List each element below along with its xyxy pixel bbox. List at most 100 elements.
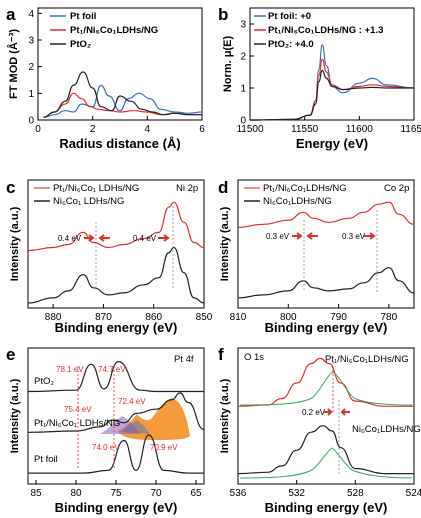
panel-d-xtick-label-0: 810 [230,312,247,323]
panel-b-legend-3: PtO₂: +4.0 [268,39,314,50]
panel-e-xtick-label-1: 80 [70,488,82,499]
panel-c-xtick-label-0: 880 [45,312,62,323]
panel-b-xtick-label-0: 11500 [236,124,264,135]
panel-b-frame [249,7,415,121]
panel-c-xtick-label-1: 870 [95,312,112,323]
panel-f: f 536 532 528 524 0.2 eV O 1s Pt₁/Ni₆Co₁LDH… [218,345,421,515]
panel-b-ytick-label-1: 1 [240,84,246,95]
panel-b-xtick-label-2: 11600 [346,124,374,135]
panel-e-xlabel: Binding energy (eV) [55,500,178,515]
panel-e-peak-label-4: 72.4 eV [118,397,146,406]
panel-d-shift-label-1: 0.3 eV [266,232,290,241]
panel-d-arrow-3 [364,232,376,240]
panel-e-peak-label-2: 74.7 eV [98,365,126,374]
panel-e-label-2: Pt₁/Ni₆Co₁ LDHs/NG [34,418,120,429]
panel-d-legend-1: Pt₁/Ni₆Co₁LDHs/NG [263,183,347,194]
panel-c-frame [27,179,205,309]
panel-c: c 880 870 860 850 Pt₁/Ni₆Co₁ LDHs/NG Ni₆Co₁… [6,178,213,335]
panel-e-label-1: PtO₂ [34,376,54,387]
panel-e-peak-label-5: 74.0 eV [92,443,120,452]
panel-d-legend-2: Ni₆Co₁LDHs/NG [263,196,332,207]
panel-e-xtick-label-2: 75 [110,488,122,499]
panel-e-letter: e [6,345,15,364]
panel-a-frame [37,7,203,121]
panel-f-series-1 [237,425,414,475]
panel-a-xtick-label-3: 6 [199,124,205,135]
panel-a: a 0 2 4 6 0 1 2 3 4 Pt foil Pt₁/Ni₆Co₁LDHs/NG Pt… [6,5,205,151]
panel-c-series-0 [27,201,205,252]
panel-f-fit-curve-1 [239,371,413,406]
panel-b-ytick-label-3: 3 [240,20,246,31]
panel-e-label-3: Pt foil [34,454,58,465]
panel-c-title: Ni 2p [176,183,198,194]
panel-d-xtick-label-1: 800 [280,312,297,323]
panel-c-legend-2: Ni₆Co₁ LDHs/NG [53,196,124,207]
panel-e-ylabel: Intensity (a.u.) [9,378,21,453]
panel-a-series-0 [43,84,203,118]
panel-c-xlabel: Binding energy (eV) [55,320,178,335]
panel-e-xtick-label-0: 85 [30,488,42,499]
panel-e-series-0 [27,360,204,393]
panel-e-series-2 [28,434,204,474]
panel-e-fit-area-blue [122,420,150,434]
panel-d-frame [237,179,415,309]
panel-b-xtick-label-1: 11550 [291,124,319,135]
panel-c-arrow-2 [98,234,110,242]
panel-f-arrow-1 [324,408,333,416]
panel-d-xtick-label-3: 780 [381,312,398,323]
panel-d-title: Co 2p [384,183,409,194]
panel-f-label-1: Pt₁/Ni₆Co₁LDHs/NG [325,354,409,365]
panel-c-shift-label-1: 0.4 eV [58,234,82,243]
panel-f-arrow-2 [340,408,350,416]
panel-e-peak-label-3: 75.4 eV [64,405,92,414]
panel-c-shift-label-2: 0.4 eV [133,234,157,243]
panel-f-ylabel: Intensity (a.u.) [219,378,231,453]
panel-e-peak-label-6: 70.9 eV [150,443,178,452]
panel-e: e 85 80 75 70 65 78.1 eV 74.7 eV 75.4 eV 72.… [6,345,205,515]
panel-c-series-1 [27,246,205,304]
panel-a-ylabel: FT MOD (Å⁻³) [7,29,20,99]
panel-e-peak-label-1: 78.1 eV [56,365,84,374]
panel-a-xtick-label-0: 0 [35,124,41,135]
panel-a-legend-3: PtO₂ [70,39,91,50]
panel-b-xlabel: Energy (eV) [296,136,368,151]
panel-d-letter: d [218,178,228,197]
panel-d-arrow-2 [306,232,318,240]
panel-c-arrow-3 [158,234,170,242]
panel-d-series-0 [237,201,415,228]
panel-c-xtick-label-3: 850 [196,312,213,323]
panel-d-arrow-1 [292,232,303,240]
panel-b-ytick-label-0: 0 [240,116,246,127]
panel-a-xtick-label-1: 2 [90,124,96,135]
panel-a-ytick-label-0: 0 [28,116,34,127]
panel-f-xlabel: Binding energy (eV) [265,500,388,515]
panel-e-series-1 [27,392,205,433]
panel-a-legend-2: Pt₁/Ni₆Co₁LDHs/NG [70,25,158,36]
panel-c-legend-1: Pt₁/Ni₆Co₁ LDHs/NG [53,183,139,194]
panel-b-letter: b [218,5,228,24]
panel-c-arrow-1 [84,234,95,242]
panel-f-shift-label: 0.2 eV [302,408,326,417]
panel-f-xtick-label-2: 528 [347,488,364,499]
panel-e-title: Pt 4f [174,354,194,365]
panel-b-legend-1: Pt foil: +0 [268,11,311,22]
panel-d: d 810 800 790 780 Pt₁/Ni₆Co₁LDHs/NG Ni₆Co₁L… [218,178,415,335]
panel-e-fit-area-purple [100,416,140,434]
panel-b-series-1 [249,58,415,121]
panel-a-series-2 [43,71,202,118]
panel-b-ylabel: Norm. μ(E) [222,36,234,93]
panel-a-ytick-label-4: 4 [28,9,34,20]
panel-f-label-2: Ni₆Co₁LDHs/NG [352,424,421,435]
panel-f-series-0 [237,357,414,407]
panel-c-xtick-label-2: 860 [145,312,162,323]
panel-d-series-1 [237,267,415,299]
panel-d-xlabel: Binding energy (eV) [265,320,388,335]
panel-b-legend-2: Pt₁/Ni₆Co₁LDHs/NG : +1.3 [268,25,383,36]
panel-f-xtick-label-3: 524 [406,488,421,499]
panel-b-series-0 [249,44,415,121]
panel-a-ytick-label-1: 1 [28,89,34,100]
panel-c-ylabel: Intensity (a.u.) [9,206,21,281]
